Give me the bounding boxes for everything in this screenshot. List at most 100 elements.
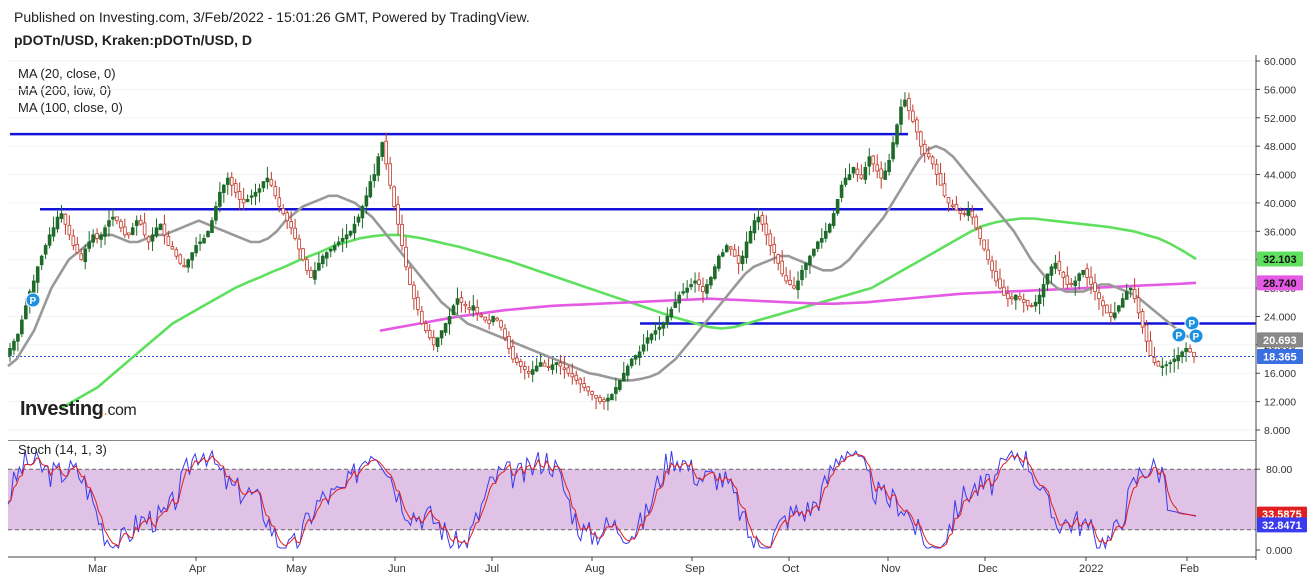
candle-body [677,294,682,304]
candle-body [538,362,543,367]
candle-body [1109,312,1113,317]
candle-body [590,391,594,395]
candle-body [340,238,345,242]
candle-body [503,328,507,339]
candle-body [974,216,979,229]
candle-body [412,284,416,300]
investing-logo: Investing.com [20,398,137,421]
event-marker-label: P [1176,331,1183,342]
candle-body [384,140,388,165]
x-tick-label: Oct [782,563,799,575]
candle-body [546,365,551,368]
candle-body [198,241,202,245]
candle-body [978,227,982,239]
candle-body [423,323,428,332]
candle-body [1152,357,1157,363]
candle-body [1077,273,1081,281]
indicator-ma100-label[interactable]: MA (100, close, 0) [18,100,123,115]
candle-body [404,246,408,268]
candle-body [313,269,317,280]
candle-body [915,119,919,133]
candle-body [8,347,12,356]
candle-body [210,220,214,234]
candle-body [519,360,523,367]
candle-body [126,232,131,236]
candle-body [827,223,832,233]
candle-body [20,319,24,335]
candle-body [1073,280,1078,287]
candle-body [1176,355,1180,362]
candle-body [982,239,986,250]
candle-body [439,330,444,339]
candle-body [257,188,262,193]
candle-body [123,226,127,236]
y-tick-label: 16.000 [1264,368,1296,380]
candle-body [1081,269,1085,275]
candle-body [12,340,16,351]
candle-body [380,142,385,157]
candle-body [328,248,333,252]
candle-body [689,284,693,288]
candle-body [618,379,622,390]
candle-body [285,212,289,222]
event-marker [1188,328,1204,344]
candle-body [614,387,618,394]
candle-body [918,131,923,147]
candle-body [1057,260,1062,271]
indicator-ma200-label[interactable]: MA (200, low, 0) [18,83,112,98]
candle-body [728,246,733,250]
candle-body [930,156,935,165]
candle-body [178,254,183,264]
candle-body [542,362,547,367]
candle-body [899,106,903,125]
candle-body [99,234,103,240]
candle-body [831,213,836,226]
candle-body [784,275,788,282]
candle-body [471,305,476,311]
candle-body [970,210,975,218]
candle-body [348,230,353,236]
x-tick-label: May [286,563,307,575]
stoch-indicator-label[interactable]: Stoch (14, 1, 3) [18,442,107,457]
candle-body [1010,296,1014,300]
candle-body [31,280,36,294]
candle-body [305,259,309,271]
candle-body [1002,286,1006,296]
candle-body [309,269,313,278]
x-tick-label: Aug [585,563,605,575]
candle-body [293,227,297,239]
candle-body [206,230,210,238]
candle-body [324,252,329,259]
candle-body [194,245,198,254]
candle-body [788,279,792,285]
y-tick-label: 56.000 [1264,84,1296,96]
candle-body [1069,282,1074,285]
candle-body [225,177,230,185]
candle-body [451,305,456,316]
candle-body [1101,300,1105,307]
candle-body [1136,297,1141,314]
candle-body [586,386,590,392]
candle-body [1172,358,1177,362]
candle-body [1192,351,1196,357]
candle-body [570,373,575,378]
candle-body [261,181,266,189]
stoch-level-lines [8,468,1256,531]
price-tag-label: 18.365 [1263,351,1297,363]
indicator-ma20-label[interactable]: MA (20, close, 0) [18,66,116,81]
candle-body [75,243,80,253]
candle-body [467,307,472,310]
candle-body [554,362,559,365]
candle-body [515,357,519,363]
candle-body [138,219,143,225]
candle-body [336,241,341,245]
candle-body [507,336,511,349]
candle-body [819,238,824,243]
candle-body [792,285,796,289]
candle-body [926,153,931,158]
candle-body [321,255,325,265]
candle-body [273,186,278,197]
candle-body [364,195,369,207]
candle-body [455,298,460,305]
